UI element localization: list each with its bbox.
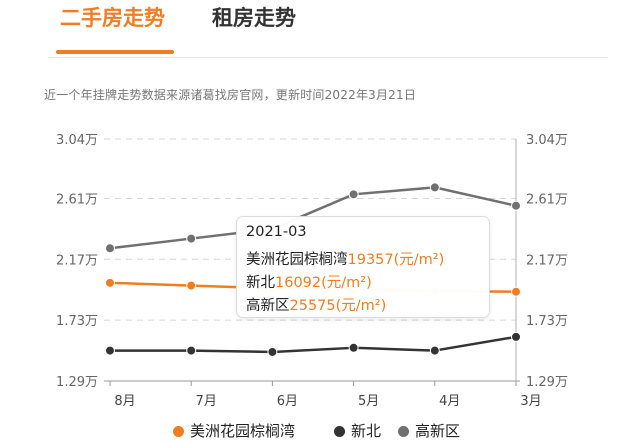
data-point-series-0 xyxy=(511,286,521,297)
x-tick-label: 4月 xyxy=(439,394,460,409)
series-line-2 xyxy=(109,186,517,250)
legend-label: 美洲花园棕榈湾 xyxy=(190,422,296,440)
tooltip-series-name: 高新区 xyxy=(246,298,290,314)
legend-label: 新北 xyxy=(351,422,382,440)
tooltip-row-meizhou: 美洲花园棕榈湾19357(元/m²) xyxy=(246,248,444,269)
x-tick-label: 7月 xyxy=(196,394,217,409)
tab-bar: 二手房走势 租房走势 xyxy=(0,0,640,58)
active-tab-indicator xyxy=(56,50,174,54)
chart-legend: 美洲花园棕榈湾 新北 高新区 xyxy=(0,418,640,443)
legend-marker xyxy=(398,426,409,437)
data-point-series-2 xyxy=(105,243,115,254)
legend-marker xyxy=(334,426,345,437)
chart-tooltip: 2021-03 美洲花园棕榈湾19357(元/m²) 新北16092(元/m²)… xyxy=(236,216,490,318)
y-tick-label-left: 2.17万 xyxy=(56,253,98,268)
x-tick-label: 3月 xyxy=(520,394,541,409)
tab-second-hand-trend[interactable]: 二手房走势 xyxy=(60,6,165,30)
tooltip-row-gaoxin: 高新区25575(元/m²) xyxy=(246,294,386,315)
tab-divider xyxy=(48,57,608,58)
tooltip-series-name: 新北 xyxy=(246,275,275,291)
legend-item-gaoxin[interactable]: 高新区 xyxy=(398,420,460,441)
data-point-series-1 xyxy=(186,345,197,356)
data-point-series-1 xyxy=(267,346,278,357)
tooltip-series-name: 美洲花园棕榈湾 xyxy=(246,252,348,268)
y-tick-label-left: 1.73万 xyxy=(56,314,98,329)
tooltip-series-value: 25575 xyxy=(289,298,336,314)
tooltip-date: 2021-03 xyxy=(246,224,307,240)
data-point-series-0 xyxy=(105,277,115,288)
data-point-series-1 xyxy=(511,331,521,342)
price-trend-chart[interactable]: 3.04万 3.04万 2.61万 2.61万 2.17万 2.17万 1.73万 1.73万… xyxy=(0,0,640,418)
data-source-note: 近一个年挂牌走势数据来源诸葛找房官网，更新时间2022年3月21日 xyxy=(44,88,417,102)
tooltip-series-value: 16092 xyxy=(275,275,322,291)
data-point-series-2 xyxy=(429,182,440,193)
legend-label: 高新区 xyxy=(415,422,461,440)
y-tick-label-right: 3.04万 xyxy=(526,133,568,148)
y-tick-label-right: 1.73万 xyxy=(526,314,568,329)
data-point-series-2 xyxy=(348,189,359,200)
y-tick-label-right: 2.61万 xyxy=(526,192,568,207)
data-point-series-2 xyxy=(186,233,197,244)
data-point-series-2 xyxy=(511,200,521,211)
y-tick-label-right: 2.17万 xyxy=(526,253,568,268)
data-point-series-1 xyxy=(105,345,115,356)
tooltip-unit: (元/m²) xyxy=(321,275,372,291)
y-tick-label-left: 2.61万 xyxy=(56,192,98,207)
legend-item-meizhou[interactable]: 美洲花园棕榈湾 xyxy=(173,420,295,441)
tooltip-unit: (元/m²) xyxy=(393,252,445,268)
legend-item-xinbei[interactable]: 新北 xyxy=(334,420,381,441)
tooltip-unit: (元/m²) xyxy=(335,298,387,314)
data-point-series-0 xyxy=(186,280,197,291)
x-tick-label: 5月 xyxy=(358,394,379,409)
data-point-series-1 xyxy=(429,345,440,356)
data-point-series-1 xyxy=(348,342,359,353)
tab-rental-trend[interactable]: 租房走势 xyxy=(212,6,296,30)
x-tick-label: 6月 xyxy=(277,394,298,409)
x-tick-label: 8月 xyxy=(114,394,135,409)
y-tick-label-right: 1.29万 xyxy=(526,375,568,390)
series-line-1 xyxy=(110,335,517,354)
tooltip-row-xinbei: 新北16092(元/m²) xyxy=(246,271,372,292)
tooltip-series-value: 19357 xyxy=(347,252,394,268)
legend-marker xyxy=(173,426,184,437)
y-tick-label-left: 3.04万 xyxy=(56,133,98,148)
y-tick-label-left: 1.29万 xyxy=(56,375,98,390)
